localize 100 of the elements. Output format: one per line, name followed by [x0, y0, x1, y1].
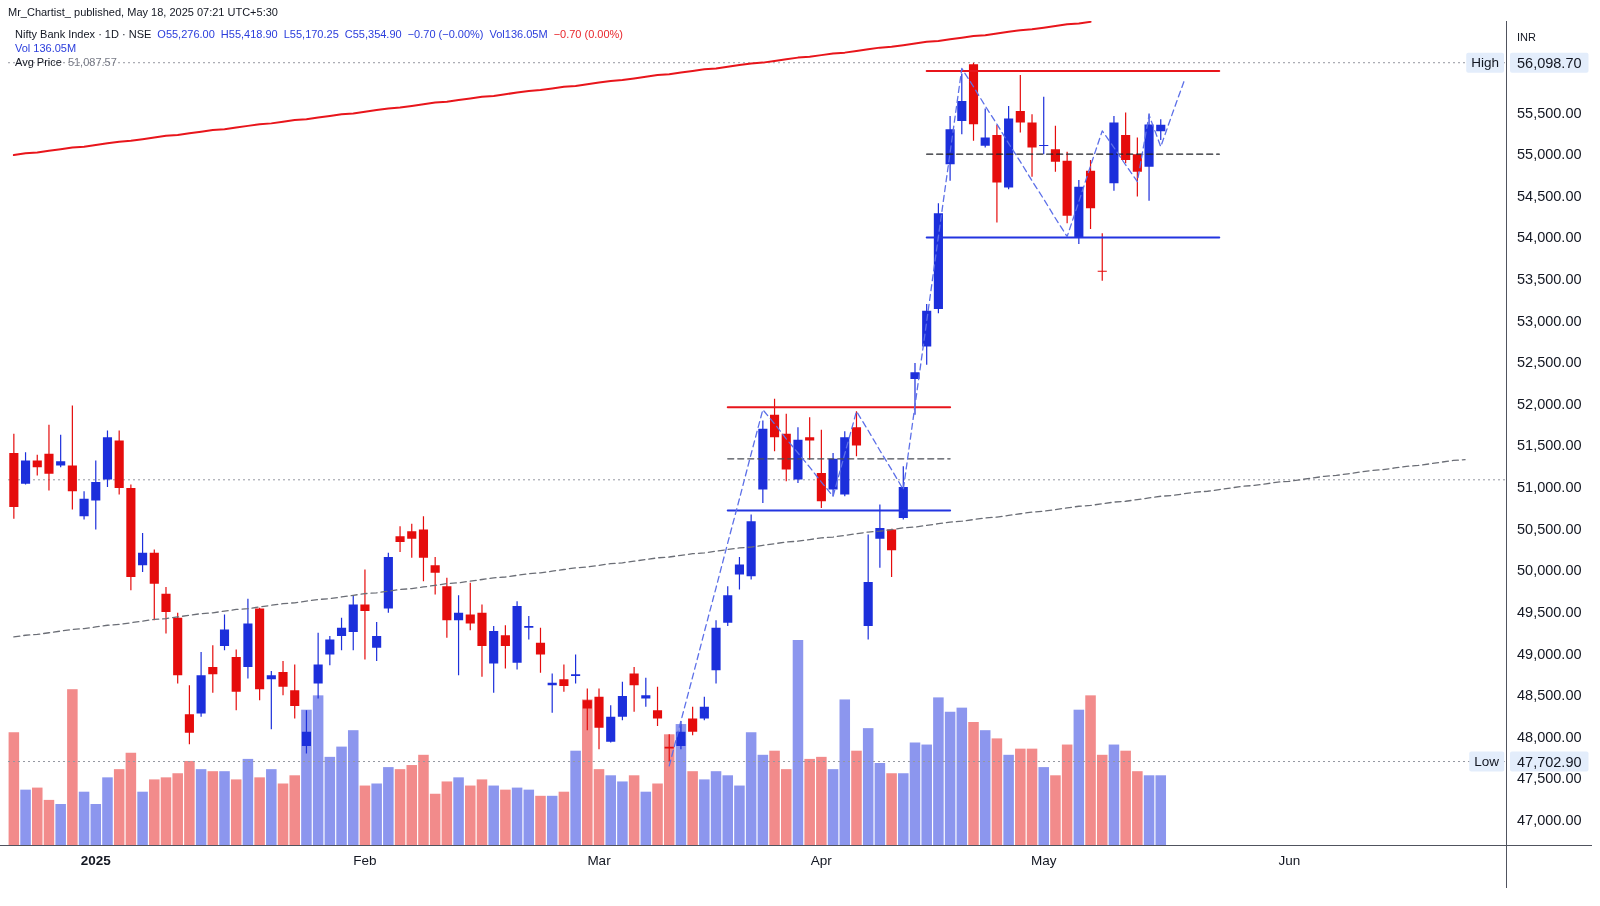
- annotation: Vol 136.05M: [15, 42, 77, 54]
- bar: [874, 763, 886, 845]
- y-tick-label: 48,500.00: [1517, 687, 1582, 704]
- y-tick-label: 50,500.00: [1517, 520, 1582, 537]
- bar: [535, 795, 546, 845]
- bar: [757, 754, 769, 845]
- bar: [254, 777, 265, 845]
- bar: [137, 791, 148, 845]
- annotation: 51,087.57: [67, 56, 117, 68]
- bar: [113, 769, 125, 845]
- candlestick: [79, 491, 89, 520]
- candlestick: [360, 569, 370, 660]
- bar: [546, 795, 558, 845]
- candlestick: [1144, 113, 1154, 201]
- bar: [991, 738, 1003, 845]
- bar: [195, 769, 207, 845]
- bar: [1003, 754, 1014, 845]
- y-tick-label: 54,000.00: [1517, 229, 1582, 246]
- y-tick-label: 51,000.00: [1517, 479, 1582, 496]
- bar: [640, 791, 652, 845]
- y-tick-label: 47,500.00: [1517, 770, 1582, 787]
- y-tick-label: 50,000.00: [1517, 562, 1582, 579]
- annotation: Avg Price: [15, 56, 62, 68]
- line-series: [12, 21, 1092, 156]
- bar: [67, 689, 78, 845]
- bar: [827, 769, 839, 845]
- candlestick: [477, 604, 487, 677]
- bar: [956, 707, 968, 845]
- bar: [20, 789, 31, 845]
- bar: [511, 787, 523, 845]
- y-axis-title: INR: [1517, 31, 1536, 43]
- y-tick-label: 55,500.00: [1517, 104, 1582, 121]
- candlestick: [711, 620, 721, 684]
- bar: [8, 732, 20, 845]
- bar: [441, 781, 453, 845]
- candlestick: [161, 586, 171, 634]
- x-tick-label: Mar: [587, 852, 612, 868]
- bar: [78, 791, 90, 845]
- candlestick: [688, 706, 698, 736]
- candlestick: [571, 654, 581, 684]
- bar: [558, 791, 570, 845]
- bar: [1108, 744, 1120, 845]
- y-tick-label: 52,000.00: [1517, 395, 1582, 412]
- candlestick: [793, 427, 803, 483]
- y-tick-label: 54,500.00: [1517, 187, 1582, 204]
- text: Nifty Bank Index · 1D · NSE: [15, 28, 152, 40]
- y-tick-label: 53,000.00: [1517, 312, 1582, 329]
- x-tick-label: May: [1030, 852, 1057, 868]
- candlestick: [243, 598, 253, 679]
- candlestick: [1027, 114, 1037, 177]
- candlestick: [465, 582, 475, 631]
- bar: [266, 769, 277, 845]
- bar: [1073, 709, 1085, 845]
- candlestick: [641, 677, 651, 707]
- bar: [628, 775, 640, 845]
- bar: [55, 804, 66, 845]
- candlestick: [395, 526, 405, 553]
- bar: [359, 785, 371, 845]
- line-series: [13, 458, 1466, 638]
- candlestick: [44, 424, 54, 491]
- bar: [1038, 767, 1049, 845]
- bar: [488, 785, 499, 845]
- ref-line-label: Low: [1474, 754, 1500, 770]
- annotation: Vol136.05M: [489, 28, 548, 40]
- bar: [570, 750, 581, 845]
- annotation: L55,170.25: [283, 28, 339, 40]
- line-series: [668, 67, 1185, 767]
- candlestick: [594, 688, 604, 750]
- y-tick-label: 47,000.00: [1517, 812, 1582, 829]
- bar: [207, 771, 219, 845]
- candlestick: [524, 616, 534, 640]
- chart-subtitle: Mr_Chartist_ published, May 18, 2025 07:21 UTC+5:30: [8, 6, 278, 18]
- y-tick-label: 47,702.90: [1517, 753, 1582, 770]
- y-tick-label: 52,500.00: [1517, 354, 1582, 371]
- ref-line-label: High: [1471, 55, 1499, 71]
- bar: [687, 771, 698, 845]
- candlestick: [1109, 115, 1119, 191]
- bar: [500, 789, 511, 845]
- annotation: −0.70 (−0.00%): [407, 28, 484, 40]
- y-tick-label: 56,098.70: [1517, 54, 1582, 71]
- bar: [979, 730, 991, 845]
- y-tick-label: 48,000.00: [1517, 728, 1582, 745]
- candlestick: [992, 125, 1002, 223]
- x-tick-label: Apr: [810, 852, 833, 868]
- bar: [125, 752, 137, 845]
- bar: [862, 728, 874, 845]
- x-tick-label: Jun: [1278, 852, 1301, 868]
- bar: [851, 750, 862, 845]
- bar: [242, 758, 254, 845]
- bar: [886, 773, 897, 845]
- bar: [230, 779, 242, 845]
- y-tick-label: 53,500.00: [1517, 271, 1582, 288]
- bar: [792, 640, 804, 845]
- candlestick: [407, 523, 417, 558]
- annotation: H55,418.90: [220, 28, 278, 40]
- y-tick-label: 49,500.00: [1517, 603, 1582, 620]
- candlestick: [278, 661, 288, 696]
- annotation: −0.70 (0.00%): [553, 28, 624, 40]
- bar: [839, 699, 851, 845]
- y-tick-label: 51,500.00: [1517, 437, 1582, 454]
